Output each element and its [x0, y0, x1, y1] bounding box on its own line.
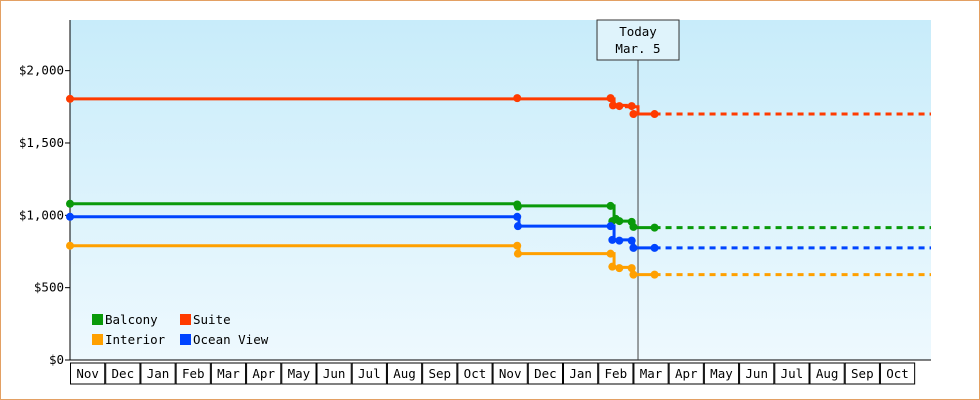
- x-tick-label: Apr: [675, 366, 698, 381]
- data-point-balcony[interactable]: [629, 222, 638, 231]
- x-tick-label: Mar: [217, 366, 240, 381]
- legend-swatch-interior: [92, 334, 103, 345]
- x-tick-label: Jul: [358, 366, 381, 381]
- x-tick-label: Nov: [499, 366, 522, 381]
- plot-background: [70, 20, 931, 360]
- x-tick-label: Jan: [147, 366, 170, 381]
- x-month-cell: [457, 362, 493, 385]
- legend-swatch-suite: [180, 314, 191, 325]
- x-tick-label: Sep: [428, 366, 451, 381]
- x-month-cell: [105, 362, 141, 385]
- x-month-cell: [633, 362, 669, 385]
- legend-label-interior: Interior: [105, 332, 166, 347]
- data-point-suite[interactable]: [629, 110, 638, 119]
- x-month-cell: [879, 362, 916, 385]
- data-point-interior[interactable]: [513, 241, 522, 250]
- x-tick-label: Jul: [781, 366, 804, 381]
- x-month-cell: [703, 362, 740, 385]
- x-month-cell: [563, 362, 599, 385]
- data-point-balcony[interactable]: [513, 202, 522, 211]
- x-month-cell: [668, 362, 704, 385]
- x-month-cell: [210, 362, 247, 385]
- data-point-suite[interactable]: [609, 101, 618, 110]
- x-tick-label: Jun: [323, 366, 346, 381]
- y-tick-label: $1,500: [19, 135, 64, 150]
- today-box: [596, 19, 680, 61]
- today-date-label: Mar. 5: [615, 41, 660, 56]
- x-month-cell: [844, 362, 880, 385]
- data-point-suite[interactable]: [66, 94, 74, 103]
- data-point-interior[interactable]: [606, 249, 615, 258]
- data-point-ocean-view[interactable]: [615, 236, 624, 245]
- legend-swatch-balcony: [92, 314, 103, 325]
- x-month-cell: [351, 362, 387, 385]
- data-point-interior[interactable]: [66, 241, 74, 250]
- x-tick-label: Aug: [393, 366, 416, 381]
- data-point-suite[interactable]: [650, 110, 659, 119]
- x-tick-label: Mar: [640, 366, 663, 381]
- legend-label-ocean-view: Ocean View: [193, 332, 269, 347]
- x-month-cell: [527, 362, 564, 385]
- x-tick-label: Feb: [605, 366, 628, 381]
- x-month-cell: [140, 362, 176, 385]
- data-point-interior[interactable]: [627, 264, 636, 273]
- y-tick-label: $0: [49, 352, 64, 367]
- x-tick-label: May: [710, 366, 733, 381]
- data-point-balcony[interactable]: [650, 223, 659, 232]
- data-point-interior[interactable]: [608, 262, 617, 271]
- data-point-suite[interactable]: [606, 94, 615, 103]
- data-point-suite[interactable]: [615, 102, 624, 111]
- x-tick-label: Nov: [76, 366, 99, 381]
- x-tick-label: Feb: [182, 366, 205, 381]
- x-month-cell: [246, 362, 282, 385]
- x-month-cell: [492, 362, 528, 385]
- x-tick-label: Apr: [252, 366, 275, 381]
- data-point-ocean-view[interactable]: [513, 212, 522, 221]
- x-tick-label: Jan: [569, 366, 592, 381]
- x-month-cell: [175, 362, 211, 385]
- x-month-cell: [281, 362, 317, 385]
- data-point-ocean-view[interactable]: [606, 222, 615, 231]
- legend-label-balcony: Balcony: [105, 312, 158, 327]
- x-month-cell: [739, 362, 775, 385]
- y-tick-label: $500: [34, 280, 64, 295]
- x-tick-label: Sep: [851, 366, 874, 381]
- x-tick-label: Oct: [464, 366, 487, 381]
- x-month-cell: [809, 362, 845, 385]
- x-tick-label: May: [288, 366, 311, 381]
- data-point-ocean-view[interactable]: [650, 243, 659, 252]
- x-tick-label: Jun: [745, 366, 768, 381]
- data-point-ocean-view[interactable]: [513, 222, 522, 231]
- data-point-balcony[interactable]: [66, 199, 74, 208]
- x-tick-label: Oct: [886, 366, 909, 381]
- y-tick-label: $2,000: [19, 63, 64, 78]
- data-point-interior[interactable]: [629, 270, 638, 279]
- data-point-interior[interactable]: [650, 270, 659, 279]
- x-month-cell: [70, 362, 106, 385]
- x-month-cell: [422, 362, 458, 385]
- data-point-suite[interactable]: [513, 94, 522, 103]
- data-point-suite[interactable]: [627, 102, 636, 111]
- x-month-cell: [386, 362, 423, 385]
- data-point-interior[interactable]: [513, 249, 522, 258]
- data-point-ocean-view[interactable]: [608, 235, 617, 244]
- data-point-balcony[interactable]: [606, 201, 615, 210]
- legend-swatch-ocean-view: [180, 334, 191, 345]
- x-tick-label: Aug: [816, 366, 839, 381]
- data-point-interior[interactable]: [615, 264, 624, 273]
- today-label: Today: [619, 24, 657, 39]
- x-month-cell: [598, 362, 634, 385]
- data-point-balcony[interactable]: [615, 217, 624, 226]
- data-point-ocean-view[interactable]: [66, 212, 74, 221]
- data-point-ocean-view[interactable]: [627, 236, 636, 245]
- y-tick-label: $1,000: [19, 207, 64, 222]
- x-tick-label: Dec: [112, 366, 135, 381]
- legend-label-suite: Suite: [193, 312, 231, 327]
- x-month-cell: [316, 362, 352, 385]
- data-point-ocean-view[interactable]: [629, 243, 638, 252]
- x-month-cell: [774, 362, 810, 385]
- x-tick-label: Dec: [534, 366, 557, 381]
